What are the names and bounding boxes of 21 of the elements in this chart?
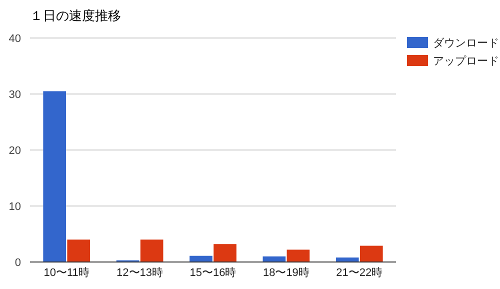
legend-label: アップロード bbox=[433, 54, 499, 68]
bar bbox=[140, 240, 164, 262]
chart-title: １日の速度推移 bbox=[30, 8, 121, 23]
bar bbox=[190, 256, 212, 262]
bar bbox=[214, 244, 236, 262]
y-tick-label: 10 bbox=[8, 200, 21, 213]
x-tick-label: 10〜11時 bbox=[44, 266, 90, 279]
x-tick-label: 15〜16時 bbox=[190, 266, 236, 279]
x-tick-label: 12〜13時 bbox=[116, 266, 164, 279]
bar bbox=[360, 246, 383, 262]
y-tick-label: 0 bbox=[14, 256, 21, 269]
y-tick-label: 30 bbox=[8, 88, 21, 101]
y-tick-label: 20 bbox=[8, 144, 21, 157]
bar bbox=[43, 91, 66, 262]
x-tick-label: 18〜19時 bbox=[262, 266, 310, 279]
bar bbox=[286, 250, 310, 262]
x-tick-label: 21〜22時 bbox=[336, 266, 383, 279]
bar bbox=[67, 240, 90, 262]
bar bbox=[336, 258, 359, 262]
legend-label: ダウンロード bbox=[433, 38, 499, 50]
y-tick-label: 40 bbox=[8, 32, 21, 45]
